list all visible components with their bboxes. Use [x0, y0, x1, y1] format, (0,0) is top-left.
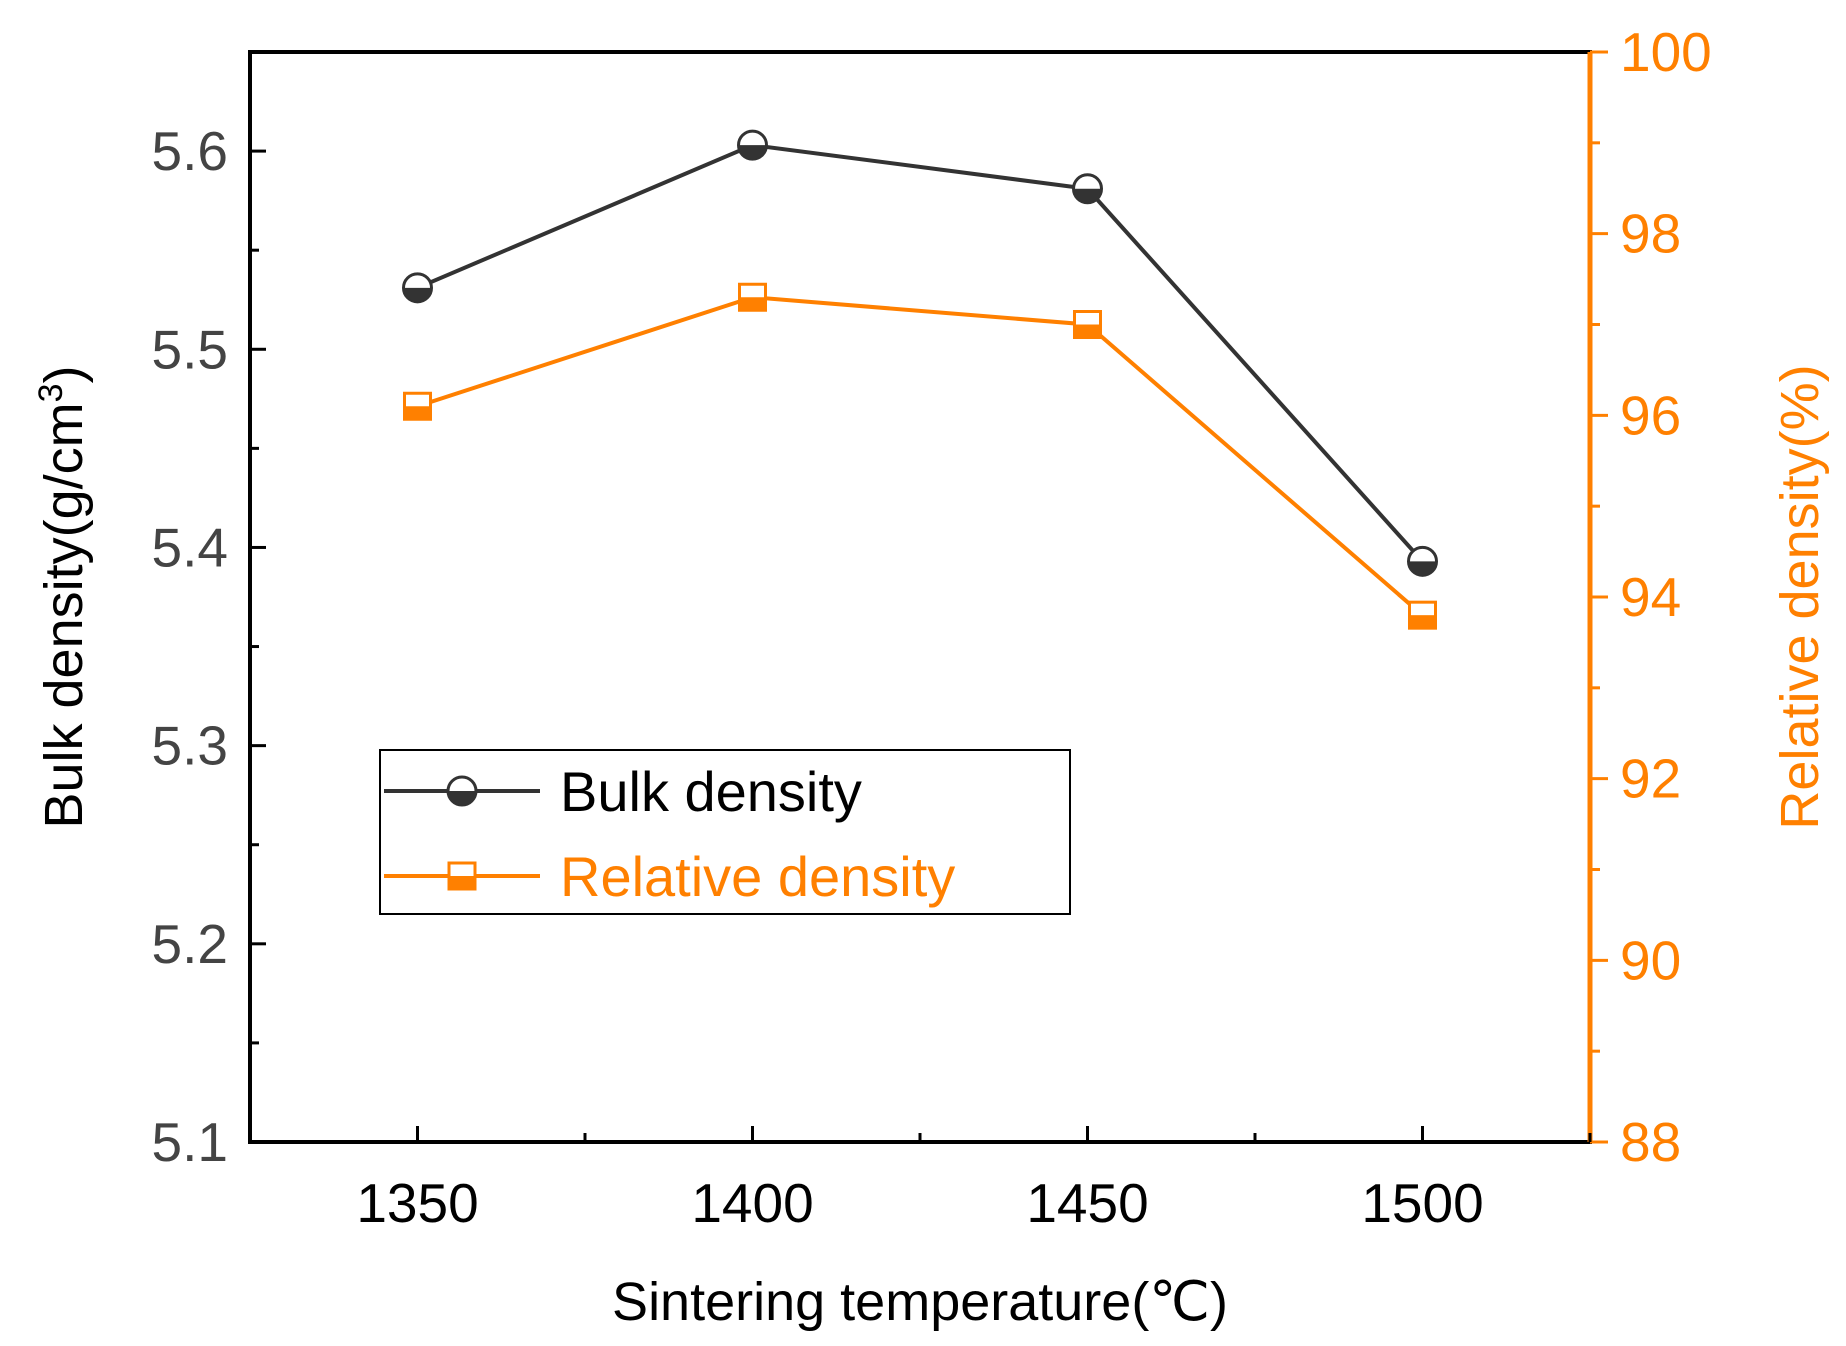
marker-fill: [739, 297, 766, 311]
y-left-tick-label: 5.1: [152, 1111, 228, 1173]
y-left-tick-label: 5.3: [152, 715, 228, 777]
legend-item-bulk-density: Bulk density: [384, 760, 862, 823]
data-point-square: [403, 391, 432, 421]
data-point-square: [1073, 310, 1102, 339]
legend-box: [379, 749, 1071, 915]
right-axis: 88 90 92 94 96 98 100: [1590, 21, 1712, 1173]
marker-fill: [449, 876, 475, 889]
y-left-axis-title-close: ): [34, 365, 94, 383]
y-right-axis-title: Relative density(%): [1770, 364, 1830, 829]
y-left-axis-title-main: Bulk density(g/cm: [34, 402, 94, 828]
x-tick-label: 1400: [691, 1172, 813, 1234]
marker-fill: [738, 145, 767, 160]
data-point-square: [447, 861, 477, 891]
marker-fill: [1074, 324, 1101, 338]
legend-item-relative-density: Relative density: [384, 845, 955, 908]
y-right-tick-label: 96: [1620, 384, 1681, 446]
legend-label-bulk-density: Bulk density: [560, 760, 862, 823]
series-line-bulk-density: [416, 143, 1424, 563]
legend-marker-bulk-density: [446, 775, 478, 807]
y-left-tick-label: 5.5: [152, 318, 228, 380]
marker-fill: [403, 287, 432, 302]
series-line-relative-density: [416, 295, 1424, 617]
y-left-axis-title: Bulk density(g/cm3): [32, 365, 94, 828]
y-left-tick-label: 5.6: [152, 120, 228, 182]
series-layer: [402, 129, 1438, 630]
x-tick-label: 1450: [1026, 1172, 1148, 1234]
y-right-tick-label: 100: [1620, 21, 1712, 83]
marker-fill: [404, 406, 431, 420]
y-right-tick-label: 98: [1620, 203, 1681, 265]
y-left-axis-title-sup: 3: [32, 383, 70, 402]
legend-marker-relative-density: [447, 861, 477, 891]
x-axis: 1350 1400 1450 1500: [248, 1126, 1592, 1234]
x-tick-label: 1350: [356, 1172, 478, 1234]
marker-fill: [1408, 561, 1437, 576]
left-axis: 5.1 5.2 5.3 5.4 5.5 5.6: [152, 50, 266, 1173]
data-point-circle: [446, 775, 478, 807]
plot-frame: [248, 50, 1592, 1144]
x-axis-title: Sintering temperature(℃): [612, 1272, 1228, 1332]
data-point-circle: [737, 129, 768, 161]
data-point-circle: [1072, 173, 1103, 205]
data-point-square: [1408, 600, 1437, 630]
marker-fill: [1073, 188, 1102, 203]
y-left-tick-label: 5.4: [152, 516, 228, 578]
legend-label-relative-density: Relative density: [560, 845, 955, 908]
x-tick-label: 1500: [1361, 1172, 1483, 1234]
data-point-square: [738, 282, 767, 312]
y-left-tick-label: 5.2: [152, 913, 228, 975]
marker-fill: [1409, 615, 1436, 629]
y-right-tick-label: 92: [1620, 748, 1681, 810]
y-right-tick-label: 90: [1620, 929, 1681, 991]
data-point-circle: [1407, 545, 1438, 577]
y-right-tick-label: 94: [1620, 566, 1681, 628]
y-right-tick-label: 88: [1620, 1111, 1681, 1173]
legend: Bulk density Relative density: [379, 749, 1071, 915]
data-point-circle: [402, 272, 433, 304]
marker-fill: [448, 791, 476, 805]
